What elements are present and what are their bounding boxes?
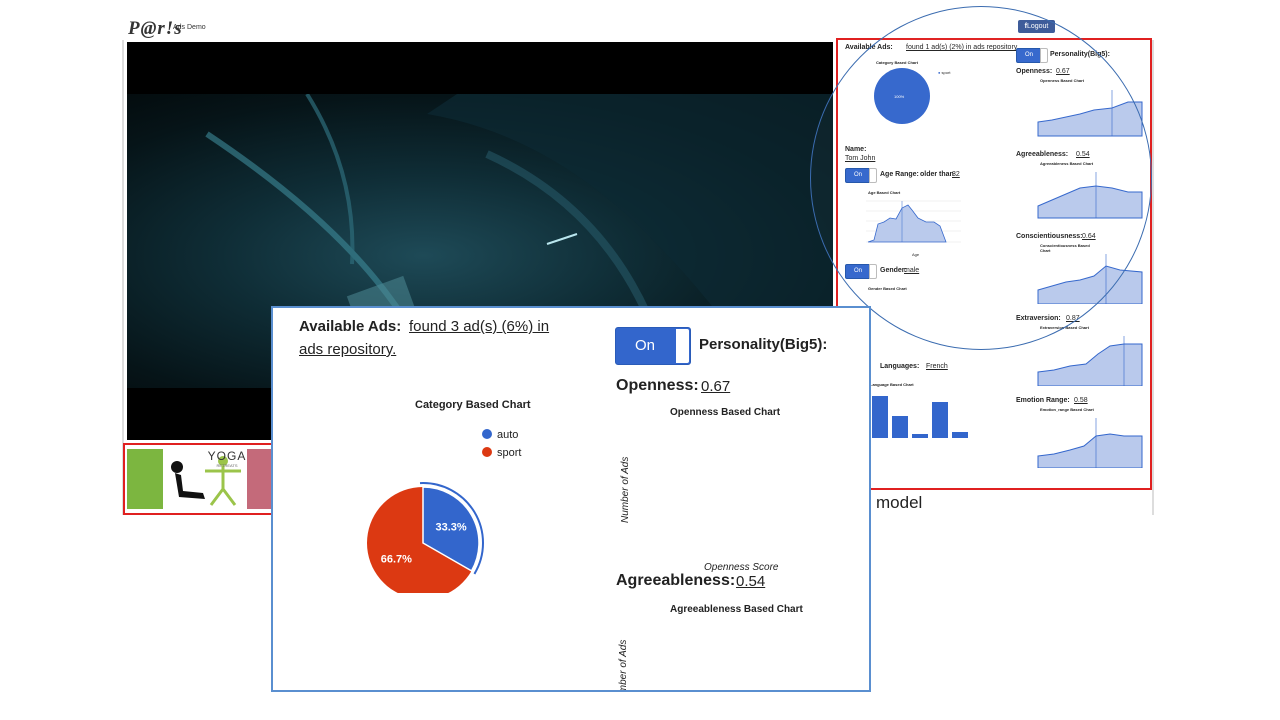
openness-chart: Openness Based Chart 0.07.515.022.530.0 … (620, 407, 781, 573)
category-mini-pie (874, 68, 930, 124)
openness-xlabel: Openness Score (704, 562, 779, 573)
legend-sport-swatch (482, 447, 492, 457)
available-ads-value[interactable]: found 1 ad(s) (2%) in ads repository. (906, 44, 1019, 51)
emotion-mini-chart (1037, 418, 1143, 468)
available-ads-label: Available Ads: (845, 44, 893, 51)
openness-ylabel: Number of Ads (620, 457, 631, 523)
gender-value[interactable]: male (904, 267, 920, 274)
emotion-mini-title: Emotion_range Based Chart (1040, 407, 1094, 412)
gender-toggle[interactable]: On (845, 264, 877, 279)
pie-label-sport: 66.7% (381, 553, 412, 565)
languages-value[interactable]: French (926, 363, 948, 370)
conscientiousness-mini-title: Conscientiousness Based Chart (1040, 243, 1090, 253)
ad-banner-2[interactable] (247, 449, 271, 509)
gender-label: Gender: (880, 267, 907, 274)
agreeableness-ylabel: Number of Ads (618, 640, 629, 690)
openness-label: Openness: (1016, 68, 1053, 75)
age-toggle[interactable]: On (845, 168, 877, 183)
zoom-available-ads-label: Available Ads: (299, 318, 402, 335)
extraversion-value[interactable]: 0.87 (1066, 315, 1080, 322)
conscientiousness-label: Conscientiousness: (1016, 233, 1083, 240)
name-value[interactable]: Tom John (845, 155, 876, 162)
age-range-prefix: older than (920, 171, 954, 178)
zoom-openness-value[interactable]: 0.67 (701, 378, 731, 395)
extraversion-mini-title: Extraversion Based Chart (1040, 325, 1089, 330)
age-range-label: Age Range: (880, 171, 919, 178)
extraversion-label: Extraversion: (1016, 315, 1061, 322)
emotion-label: Emotion Range: (1016, 397, 1070, 404)
ad-banner-yoga[interactable] (127, 449, 163, 509)
language-mini-chart (872, 396, 968, 438)
personality-label: Personality(Big5): (1050, 51, 1110, 58)
yoga-ad-title: YOGA (207, 449, 247, 463)
pie-label-auto: 33.3% (436, 522, 467, 534)
openness-value[interactable]: 0.67 (1056, 68, 1070, 75)
language-chart-title: Language Based Chart (870, 382, 914, 387)
category-mini-pct: 100% (894, 94, 905, 99)
category-chart-title: Category Based Chart (876, 60, 919, 65)
agreeableness-label: Agreeableness: (1016, 151, 1069, 158)
emotion-value[interactable]: 0.58 (1074, 397, 1088, 404)
yoga-ad-text: YOGA RETREATS (201, 449, 253, 509)
conscientiousness-value[interactable]: 0.64 (1082, 233, 1096, 240)
agreeableness-value[interactable]: 0.54 (1076, 151, 1090, 158)
app-frame (122, 40, 1154, 515)
facebook-icon: f (1024, 23, 1027, 30)
zoom-personality-label: Personality(Big5): (699, 336, 828, 353)
age-mini-xlabel: Age (912, 252, 920, 257)
agreeableness-chart: Agreeableness Based Chart 203040 Number … (618, 604, 804, 690)
legend-auto-label: auto (497, 429, 518, 441)
yoga-ad-subtitle: RETREATS (216, 463, 238, 468)
category-mini-legend: ● sport (938, 70, 951, 75)
agreeableness-mini-title: Agreeableness Based Chart (1040, 161, 1094, 166)
age-mini-chart (866, 200, 961, 243)
app-logo: P@r!s (128, 18, 183, 39)
zoom-available-ads-value-line2[interactable]: ads repository. (299, 341, 397, 358)
toggle-on-label: On (634, 337, 655, 354)
conscientiousness-mini-chart (1037, 254, 1143, 304)
zoom-available-ads-value-line1[interactable]: found 3 ad(s) (6%) in (409, 318, 550, 335)
zoom-agreeableness-value[interactable]: 0.54 (736, 573, 766, 590)
gender-chart-title: Gender Based Chart (868, 286, 907, 291)
openness-chart-title: Openness Based Chart (670, 407, 781, 418)
pie-title: Category Based Chart (415, 399, 531, 411)
yoga-figure-image (171, 456, 241, 506)
model-caption: model (876, 493, 923, 512)
personality-toggle-large[interactable]: On (615, 327, 691, 365)
pie-slice-sport[interactable] (367, 487, 472, 593)
languages-label: Languages: (880, 363, 920, 370)
zoom-agreeableness-label: Agreeableness: (616, 572, 736, 589)
openness-mini-title: Openness Based Chart (1040, 78, 1085, 83)
personality-toggle[interactable]: On (1016, 48, 1048, 63)
zoomed-panel: Available Ads: found 3 ad(s) (6%) in ads… (271, 306, 871, 692)
age-chart-title: Age Based Chart (868, 190, 901, 195)
agreeableness-chart-title: Agreeableness Based Chart (670, 604, 804, 615)
toggle-knob[interactable] (676, 329, 689, 363)
agreeableness-mini-chart (1037, 172, 1143, 219)
pie-slice-auto-highlight (419, 482, 484, 575)
logout-button[interactable]: fLogout (1018, 20, 1055, 33)
openness-mini-chart (1037, 90, 1143, 137)
legend-sport-label: sport (497, 447, 521, 459)
legend-auto-swatch (482, 429, 492, 439)
extraversion-mini-chart (1037, 336, 1143, 386)
name-label: Name: (845, 146, 867, 153)
pie-slice-auto[interactable] (422, 486, 480, 572)
zoom-openness-label: Openness: (616, 377, 699, 394)
ad-targeting-panel: Available Ads: found 1 ad(s) (2%) in ads… (836, 38, 1152, 490)
category-pie-chart: Category Based Chart auto sport 33.3% 66… (367, 399, 531, 593)
logout-label: Logout (1026, 23, 1049, 30)
age-range-value[interactable]: 32 (952, 171, 960, 178)
app-logo-subtitle: Ads Demo (173, 24, 206, 31)
